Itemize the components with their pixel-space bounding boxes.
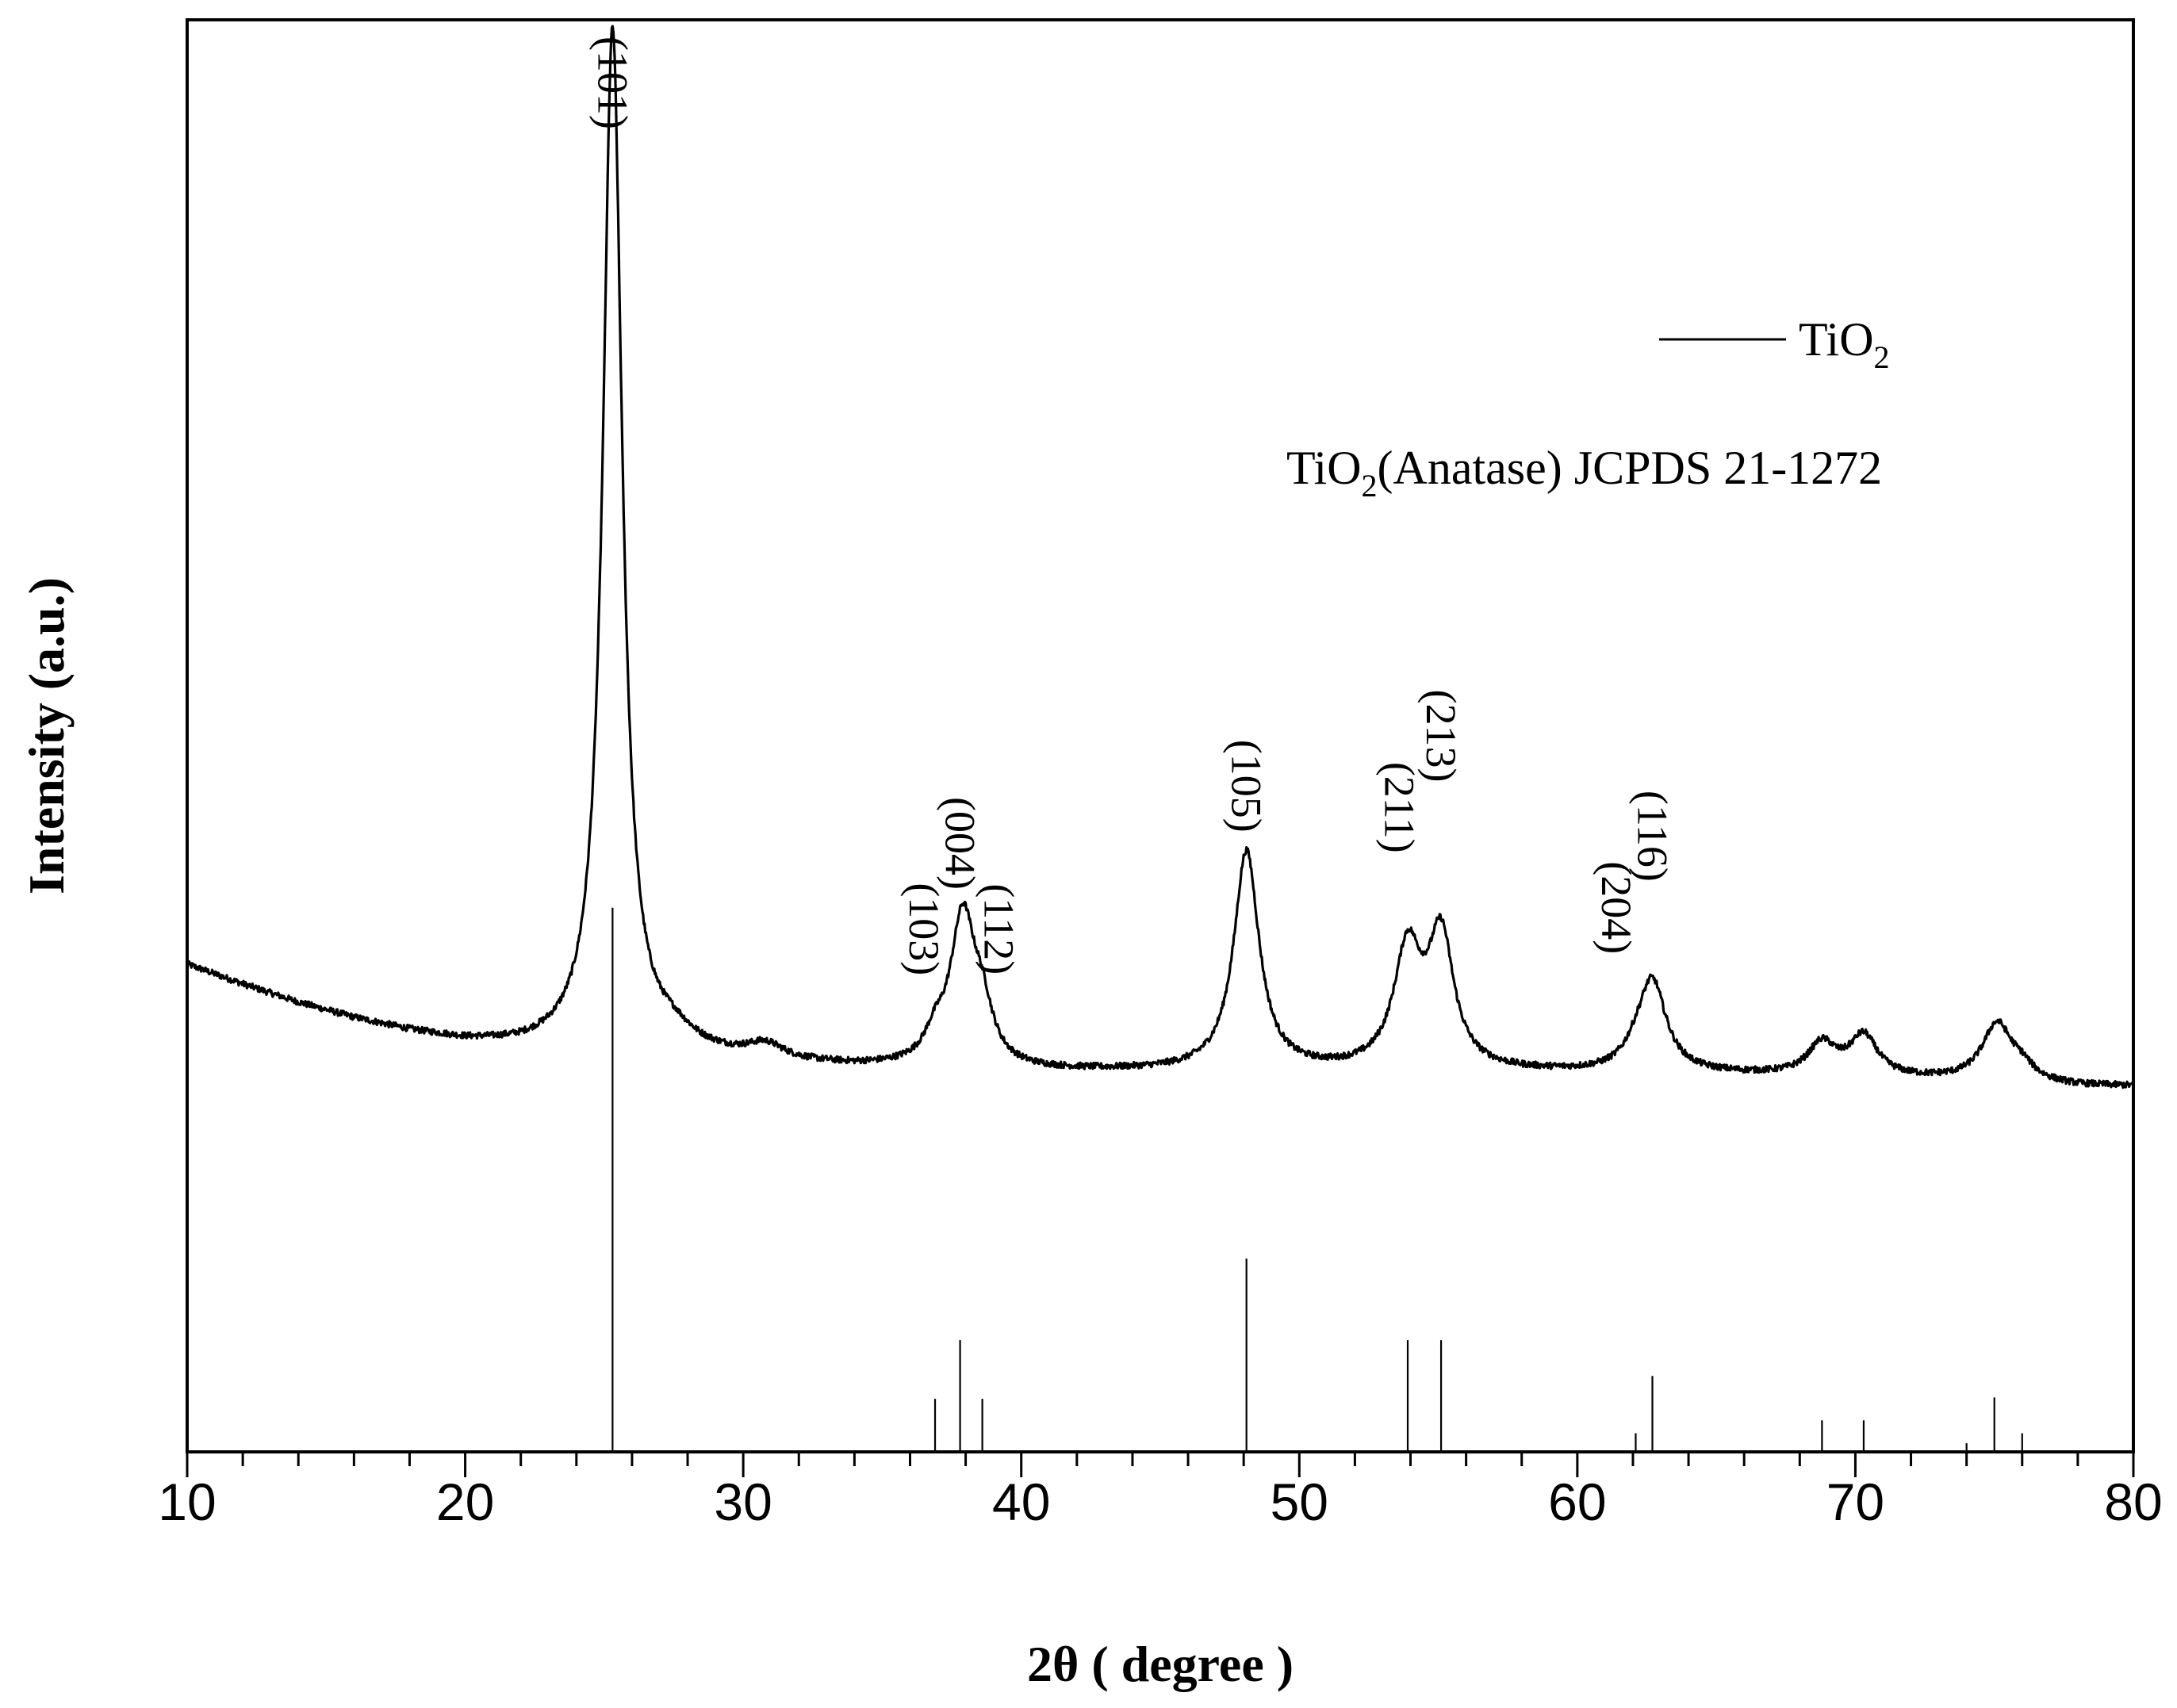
xrd-pattern-line xyxy=(186,25,2135,1090)
x-tick-label: 10 xyxy=(158,1472,216,1531)
x-tick-label: 40 xyxy=(992,1472,1050,1531)
peak-label: (112) xyxy=(975,883,1023,975)
legend-label-subscript: 2 xyxy=(1874,339,1890,375)
peak-label: (213) xyxy=(1417,690,1465,783)
x-tick-label: 20 xyxy=(436,1472,494,1531)
legend-label-main: TiO xyxy=(1799,313,1874,366)
x-tick-label: 80 xyxy=(2104,1472,2162,1531)
x-tick-label: 50 xyxy=(1271,1472,1328,1531)
peak-labels: (101) (103)(004)(112) (105) (211)(213) (204)… xyxy=(588,36,1676,975)
plot-frame xyxy=(186,18,2135,1453)
peak-label: (116) xyxy=(1629,791,1677,882)
peak-label: (004) xyxy=(937,797,984,890)
peak-label: (105) xyxy=(1223,740,1271,833)
x-tick-label: 70 xyxy=(1826,1472,1884,1531)
peak-label: (101) xyxy=(588,36,636,129)
reference-sticks xyxy=(611,907,2023,1452)
x-tick-label: 60 xyxy=(1548,1472,1606,1531)
x-axis-ticks: 10 20 30 40 50 60 70 80 xyxy=(158,1452,2163,1531)
reference-annotation-main: TiO xyxy=(1286,442,1362,494)
x-tick-label: 30 xyxy=(714,1472,772,1531)
peak-label: (211) xyxy=(1376,762,1424,853)
legend: TiO2 xyxy=(1659,313,1890,375)
x-axis-title: 2θ ( degree ) xyxy=(1027,1636,1294,1692)
peak-label: (103) xyxy=(900,883,948,975)
y-axis-title: Intensity (a.u.) xyxy=(18,577,75,894)
peak-label: (204) xyxy=(1593,861,1640,954)
legend-label: TiO2 xyxy=(1799,313,1890,375)
reference-annotation-subscript: 2 xyxy=(1362,468,1378,504)
reference-annotation: TiO2(Anatase) JCPDS 21-1272 xyxy=(1286,442,1882,504)
reference-annotation-rest: (Anatase) JCPDS 21-1272 xyxy=(1378,442,1883,494)
